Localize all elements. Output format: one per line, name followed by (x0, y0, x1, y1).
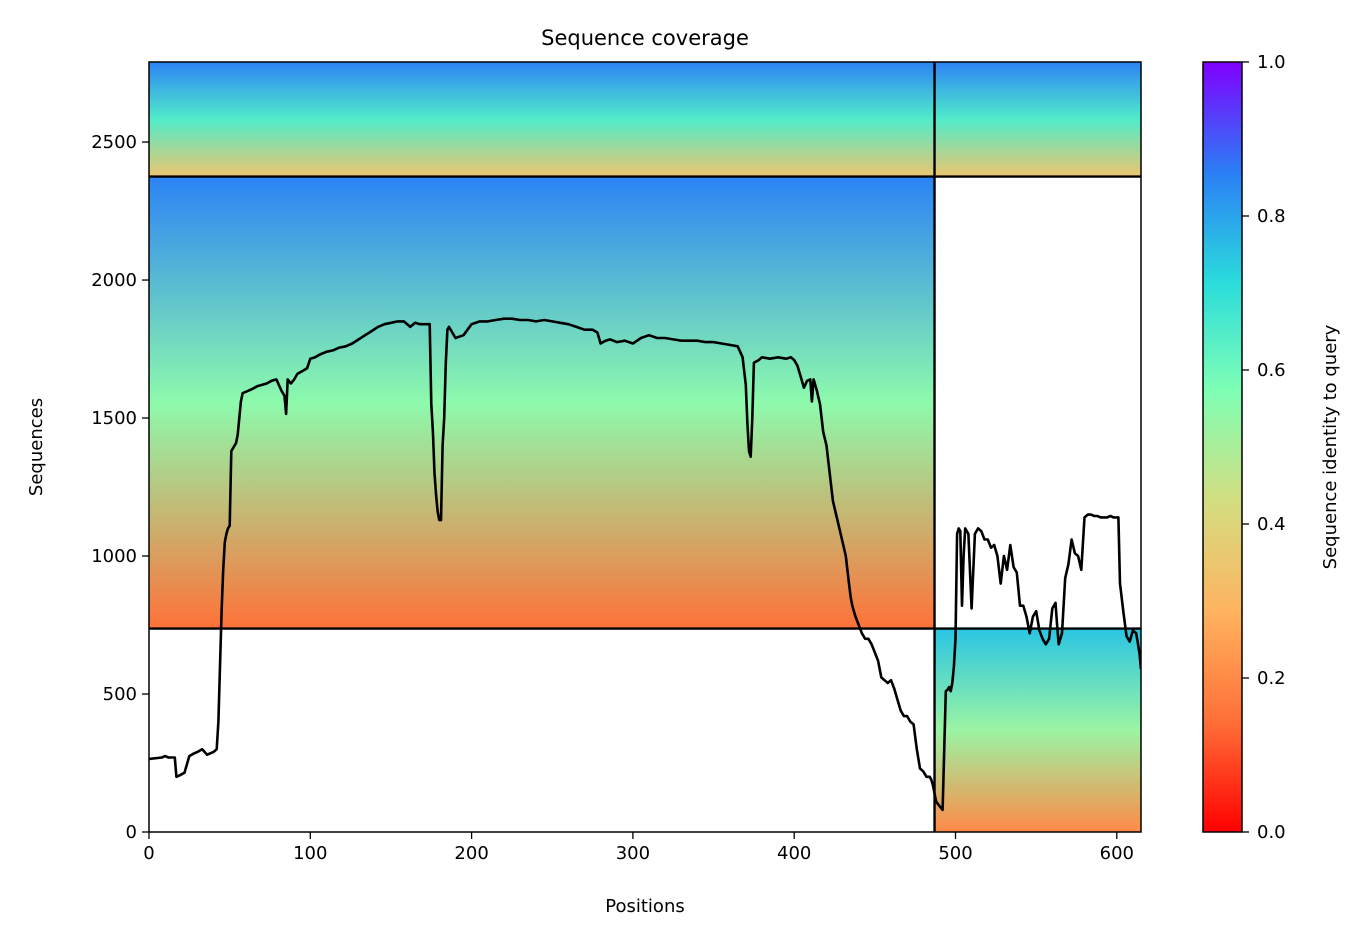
y-tick-label: 2500 (91, 132, 137, 153)
coverage-line (149, 317, 1141, 812)
colorbar-tick-label: 0.4 (1257, 514, 1286, 535)
y-tick-label: 1000 (91, 546, 137, 567)
x-tick-label: 400 (777, 843, 811, 864)
x-tick-label: 500 (938, 843, 972, 864)
block-dividers (149, 62, 1141, 832)
x-tick-label: 300 (616, 843, 650, 864)
plot-frame (148, 61, 1142, 833)
block-bottom-right (934, 628, 1141, 832)
x-tick-label: 0 (143, 843, 154, 864)
y-tick-label: 1500 (91, 408, 137, 429)
colorbar-tick-label: 0.6 (1257, 360, 1286, 381)
x-tick-label: 100 (293, 843, 327, 864)
x-tick-label: 200 (454, 843, 488, 864)
colorbar-tick-label: 0.0 (1257, 822, 1286, 843)
colorbar-ticks: 0.0 0.2 0.4 0.6 0.8 1.0 (1242, 52, 1286, 843)
x-tick-label: 600 (1100, 843, 1134, 864)
coverage-heatmap (149, 62, 1141, 832)
block-middle-left (149, 176, 935, 629)
chart-title: Sequence coverage (541, 26, 749, 50)
y-axis: 0 500 1000 1500 2000 2500 (91, 132, 149, 843)
x-axis: 0 100 200 300 400 500 600 (143, 832, 1134, 864)
y-axis-label: Sequences (26, 398, 47, 496)
colorbar-tick-label: 0.2 (1257, 668, 1286, 689)
y-tick-label: 500 (103, 684, 137, 705)
block-top-right (934, 62, 1141, 177)
block-top-left (149, 62, 935, 177)
colorbar (1202, 61, 1243, 833)
colorbar-tick-label: 1.0 (1257, 52, 1286, 73)
y-tick-label: 0 (126, 822, 137, 843)
colorbar-label: Sequence identity to query (1320, 324, 1341, 569)
colorbar-tick-label: 0.8 (1257, 206, 1286, 227)
x-axis-label: Positions (605, 896, 684, 917)
y-tick-label: 2000 (91, 270, 137, 291)
